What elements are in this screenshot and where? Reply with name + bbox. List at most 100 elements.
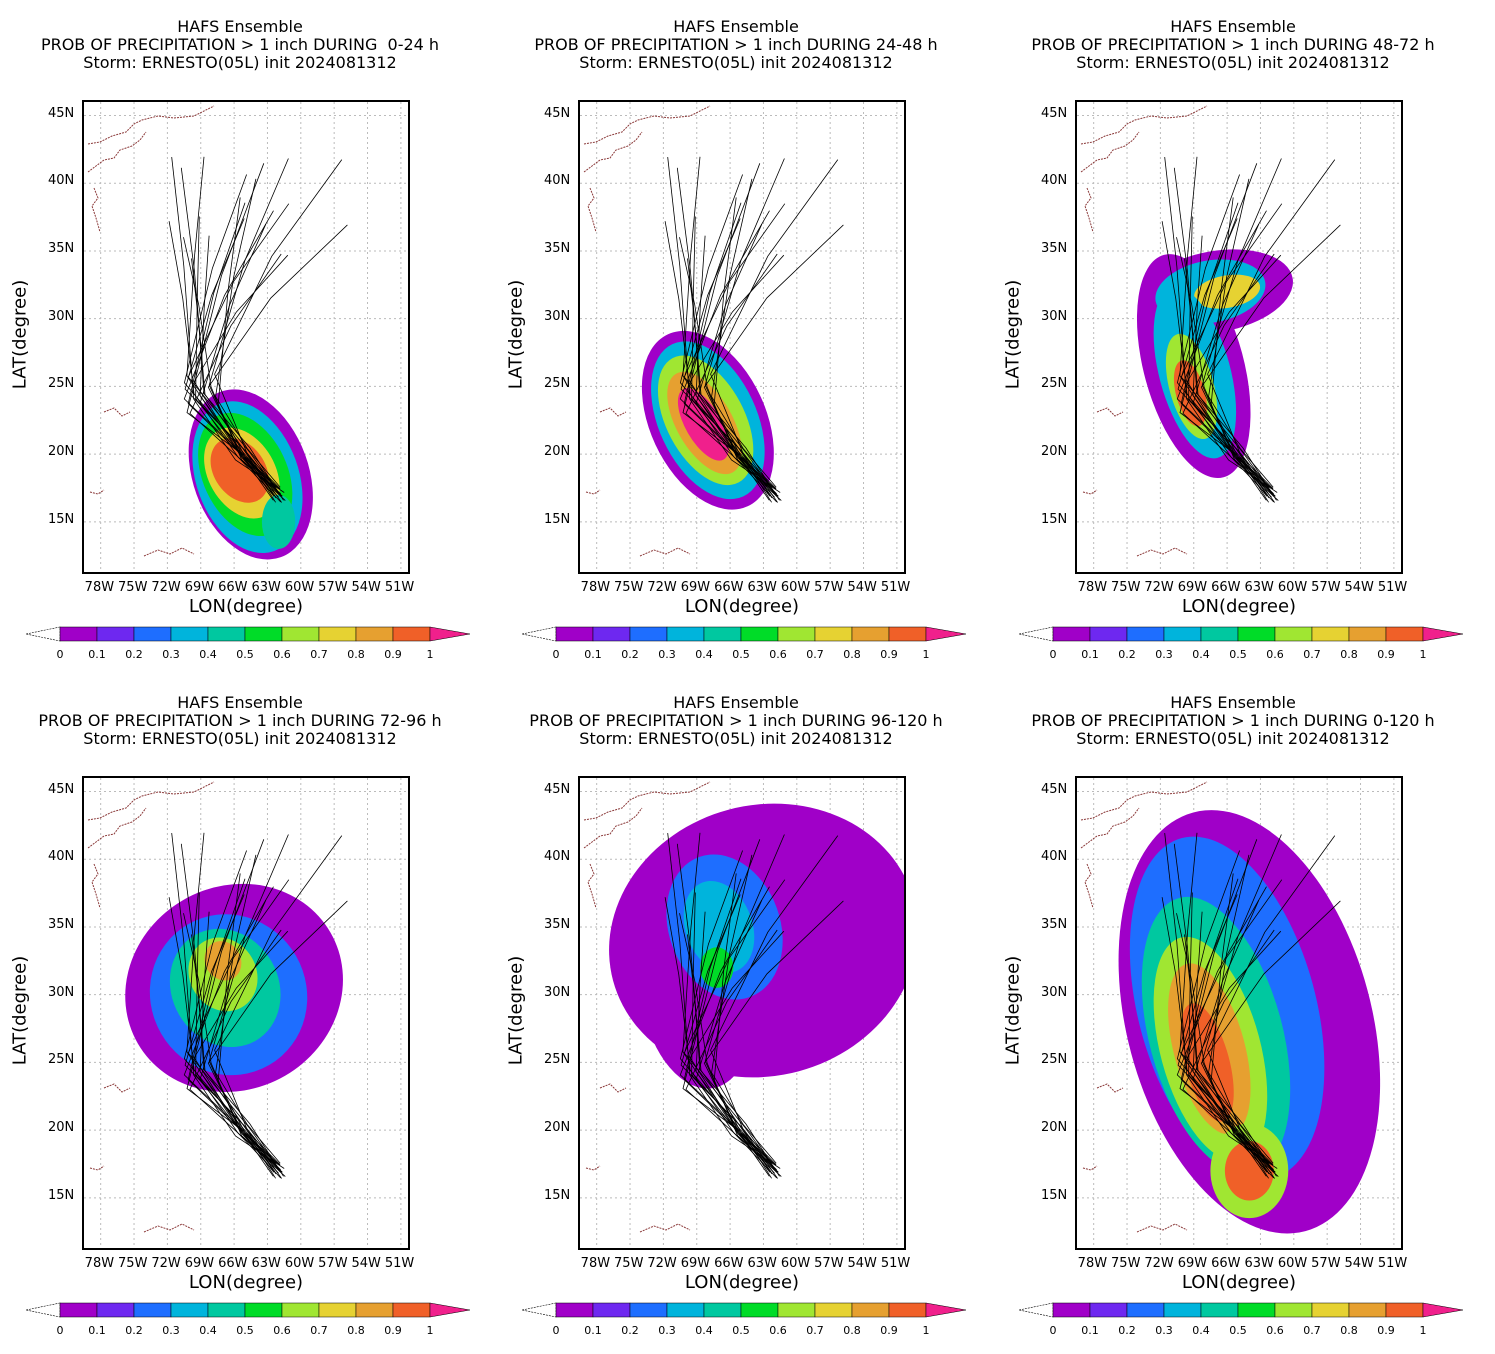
lat-tick-label: 35N [544, 240, 571, 256]
coastline [91, 187, 101, 233]
lon-tick-label: 57W [1311, 580, 1341, 595]
colorbar-swatch [1126, 626, 1165, 642]
lat-tick-label: 35N [544, 916, 571, 932]
colorbar-swatch [851, 626, 890, 642]
ensemble-track [1177, 894, 1270, 1175]
lon-tick-label: 51W [384, 1256, 415, 1271]
colorbar-label: 0.7 [806, 1324, 824, 1337]
coastline [1082, 489, 1098, 495]
colorbar-label: 0.4 [695, 1324, 713, 1337]
map-canvas [1077, 102, 1401, 572]
lat-tick-label: 45N [1041, 105, 1068, 121]
colorbar-swatch [355, 626, 394, 642]
lon-tick-label: 69W [680, 1256, 711, 1271]
colorbar-swatch [1237, 626, 1276, 642]
coastline [639, 547, 691, 557]
lon-tick-label: 75W [118, 580, 148, 595]
colorbar-label: 0.7 [310, 1324, 328, 1337]
colorbar-swatch [703, 626, 742, 642]
colorbar-swatch [59, 626, 98, 642]
coastline [1084, 863, 1094, 909]
map-area [1075, 100, 1403, 574]
coastline [1136, 1223, 1188, 1233]
ensemble-label: HAFS Ensemble [673, 17, 799, 36]
colorbar-swatch [1274, 1302, 1313, 1318]
ensemble-track [1164, 833, 1278, 1169]
colorbar [26, 626, 471, 642]
x-axis-label: LON(degree) [684, 596, 800, 617]
ensemble-track [207, 900, 348, 1173]
lon-tick-label: 72W [151, 580, 181, 595]
coastline [89, 1165, 105, 1171]
ensemble-track [1208, 178, 1274, 488]
lat-tick-label: 35N [48, 916, 75, 932]
lat-tick-label: 35N [1041, 240, 1068, 256]
lon-tick-label: 78W [84, 580, 115, 595]
colorbar-label: 1 [426, 1324, 434, 1337]
colorbar-label: 0.6 [1266, 648, 1284, 661]
colorbar-swatch [318, 1302, 357, 1318]
colorbar-swatch [170, 626, 209, 642]
lat-tick-label: 40N [48, 173, 75, 189]
colorbar-label: 0.9 [880, 1324, 898, 1337]
ensemble-track [711, 854, 777, 1164]
lon-tick-label: 57W [814, 1256, 844, 1271]
colorbar-label: 0.3 [1155, 1324, 1173, 1337]
ensemble-track [667, 157, 781, 493]
colorbar-swatch [355, 1302, 394, 1318]
ensemble-track [171, 833, 285, 1169]
lon-tick-label: 60W [780, 1256, 811, 1271]
ensemble-label: HAFS Ensemble [673, 693, 799, 712]
ensemble-label: HAFS Ensemble [177, 693, 303, 712]
coastline [1084, 187, 1094, 233]
storm-init-label: Storm: ERNESTO(05L) init 2024081312 [83, 729, 397, 748]
colorbar-label: 0 [1049, 648, 1057, 661]
colorbar-label: 0.9 [384, 1324, 402, 1337]
colorbar-swatch [1385, 626, 1424, 642]
lon-tick-label: 78W [1077, 580, 1108, 595]
coastline [585, 1165, 601, 1171]
colorbar-swatch [629, 1302, 668, 1318]
colorbar-swatch [207, 626, 246, 642]
coastline [585, 489, 601, 495]
ensemble-track [215, 854, 281, 1164]
panel-title: HAFS Ensemble PROB OF PRECIPITATION > 1 i… [496, 18, 976, 72]
colorbar-label: 0.3 [162, 1324, 180, 1337]
colorbar-label: 0.1 [88, 1324, 106, 1337]
lon-tick-label: 75W [1111, 1256, 1141, 1271]
colorbar-over-triangle [1422, 626, 1464, 642]
lat-tick-label: 15N [1041, 1187, 1068, 1203]
lat-tick-label: 25N [48, 376, 75, 392]
ensemble-track [680, 218, 773, 499]
colorbar-label: 0 [56, 648, 64, 661]
coastline [1082, 1165, 1098, 1171]
lat-tick-label: 30N [544, 984, 571, 1000]
storm-init-label: Storm: ERNESTO(05L) init 2024081312 [83, 53, 397, 72]
lon-tick-label: 69W [1177, 1256, 1208, 1271]
colorbar-label: 0.3 [162, 648, 180, 661]
lat-tick-label: 20N [48, 1120, 75, 1136]
colorbar [26, 1302, 471, 1318]
map-canvas [580, 778, 904, 1248]
colorbar-label: 0 [552, 648, 560, 661]
colorbar-label: 0.7 [1303, 1324, 1321, 1337]
lat-tick-label: 40N [48, 849, 75, 865]
ensemble-track [1173, 167, 1274, 489]
ensemble-track [1164, 157, 1278, 493]
ensemble-track [184, 894, 277, 1175]
colorbar-swatch [666, 626, 705, 642]
coastline [1096, 407, 1124, 417]
colorbar-swatch [555, 626, 594, 642]
lat-tick-label: 30N [48, 308, 75, 324]
colorbar-swatch [888, 626, 927, 642]
lon-tick-label: 57W [814, 580, 844, 595]
colorbar-swatch [666, 1302, 705, 1318]
colorbar-label: 0.9 [1377, 1324, 1395, 1337]
colorbar-swatch [1052, 1302, 1091, 1318]
map-canvas [84, 102, 408, 572]
lat-tick-label: 20N [544, 444, 571, 460]
colorbar-swatch [888, 1302, 927, 1318]
ensemble-track [683, 879, 786, 1173]
x-axis-label: LON(degree) [1181, 1272, 1297, 1293]
colorbar-swatch [1237, 1302, 1276, 1318]
